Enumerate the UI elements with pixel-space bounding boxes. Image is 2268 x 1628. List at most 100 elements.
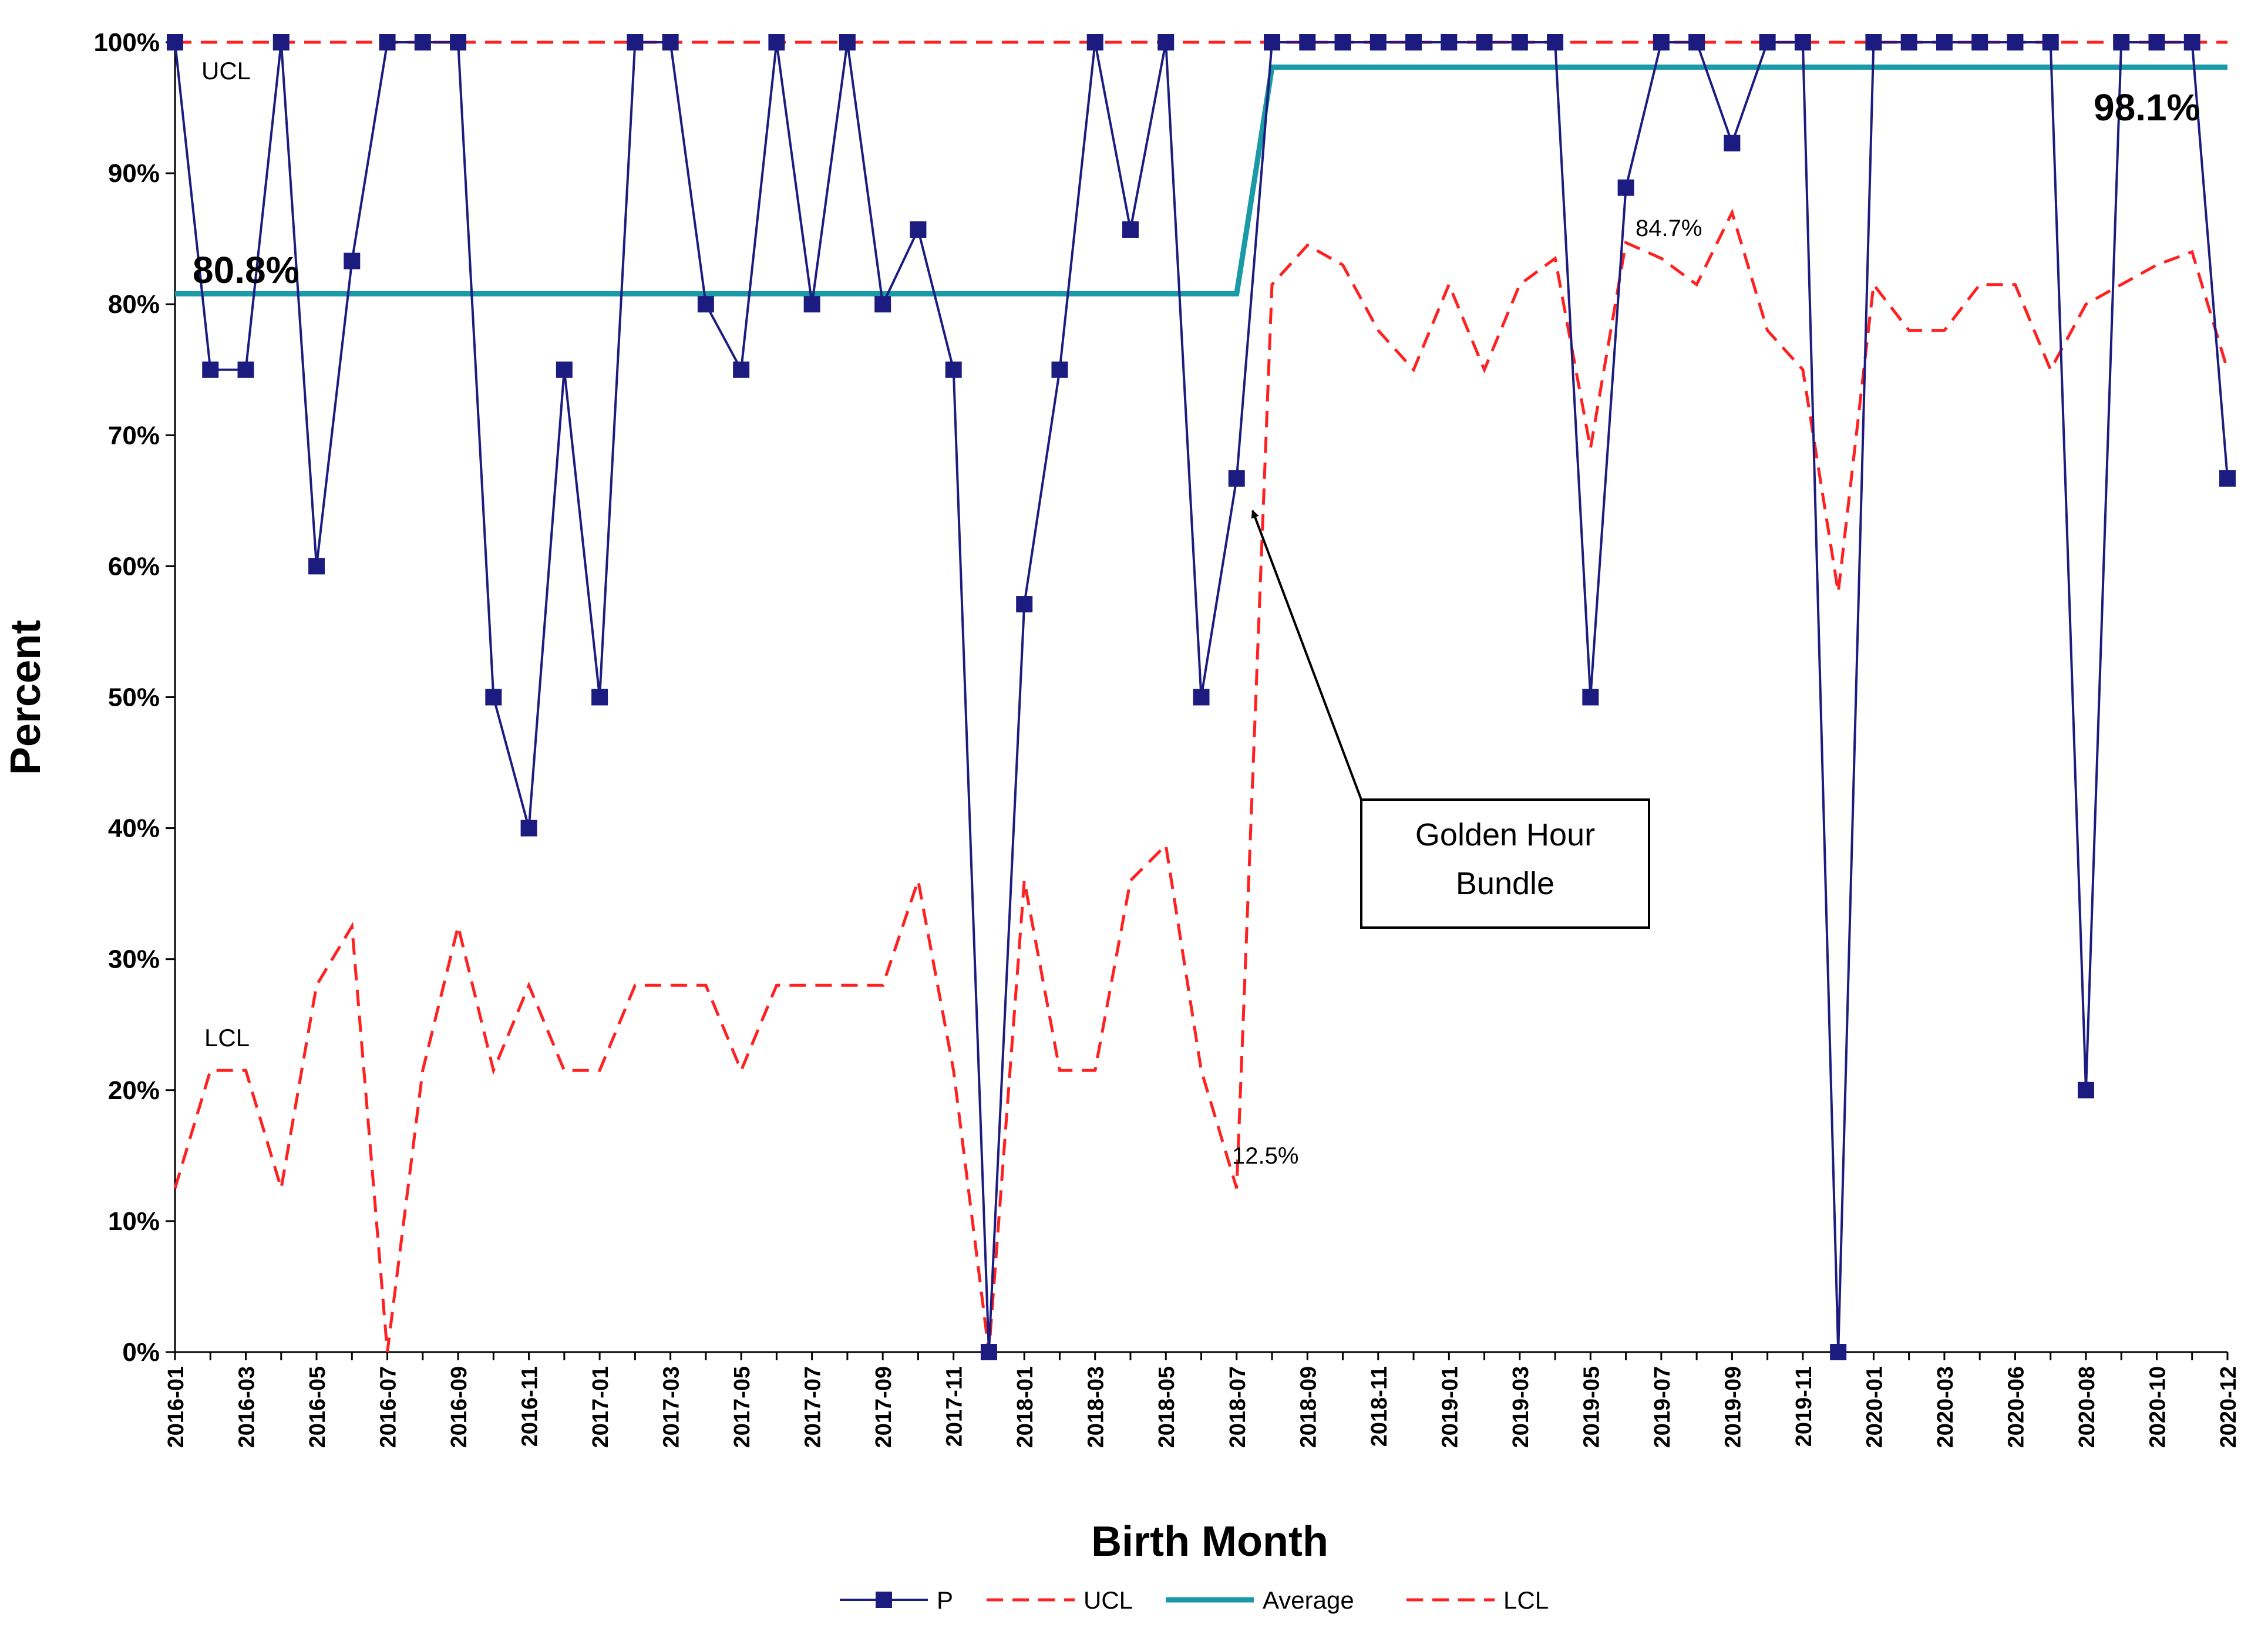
- p-data-point: [1405, 34, 1422, 50]
- p-data-point: [1724, 134, 1741, 151]
- p-data-point: [2042, 34, 2059, 50]
- p-data-point: [1653, 34, 1670, 50]
- p-data-point: [803, 296, 820, 313]
- x-tick-label: 2018-11: [1367, 1366, 1392, 1447]
- legend-label-ucl: UCL: [1083, 1586, 1133, 1614]
- x-tick-label: 2017-03: [659, 1366, 684, 1448]
- p-data-point: [1547, 34, 1564, 50]
- p-data-point: [2219, 470, 2236, 487]
- p-data-point: [1086, 34, 1103, 50]
- p-data-point: [1264, 34, 1281, 50]
- p-data-point: [1865, 34, 1882, 50]
- x-tick-label: 2016-09: [447, 1366, 472, 1448]
- x-tick-label: 2017-07: [801, 1366, 826, 1448]
- p-data-point: [910, 221, 927, 238]
- y-axis-title: Percent: [2, 620, 49, 775]
- p-data-point: [556, 361, 573, 378]
- x-tick-label: 2017-01: [588, 1366, 613, 1448]
- p-data-point: [237, 361, 254, 378]
- p-data-point: [1971, 34, 1988, 50]
- x-tick-label: 2016-05: [305, 1366, 330, 1448]
- x-tick-label: 2020-03: [1933, 1366, 1958, 1448]
- p-data-point: [520, 820, 537, 837]
- series-lcl-line: [173, 208, 2229, 1353]
- p-data-point: [272, 34, 290, 50]
- p-data-point: [1369, 34, 1387, 50]
- x-tick-label: 2017-11: [943, 1366, 967, 1447]
- callout-arrow: [1251, 510, 1362, 800]
- y-tick-label: 100%: [93, 28, 160, 57]
- x-tick-label: 2018-09: [1296, 1366, 1321, 1448]
- p-data-point: [1157, 34, 1175, 50]
- y-tick-label: 40%: [108, 814, 160, 843]
- x-tick-label: 2020-01: [1862, 1366, 1887, 1448]
- y-tick-label: 0%: [122, 1338, 160, 1367]
- legend: P UCL Average LCL: [840, 1586, 1549, 1614]
- p-data-point: [1900, 34, 1917, 50]
- p-data-point: [733, 361, 750, 378]
- y-tick-label: 50%: [108, 683, 160, 712]
- callout-box: [1360, 798, 1650, 929]
- p-data-point: [1794, 34, 1811, 50]
- p-data-point: [1476, 34, 1493, 50]
- y-tick-label: 10%: [108, 1207, 160, 1236]
- p-data-point: [344, 252, 361, 269]
- p-data-point: [1759, 34, 1776, 50]
- p-data-point: [1193, 689, 1210, 706]
- p-data-point: [2148, 34, 2165, 50]
- x-tick-label: 2016-11: [518, 1366, 543, 1447]
- p-data-point: [2183, 34, 2200, 50]
- p-data-point: [1830, 1344, 1847, 1360]
- p-data-point: [627, 34, 644, 50]
- p-data-point: [2077, 1081, 2094, 1098]
- x-tick-label: 2019-09: [1721, 1366, 1745, 1448]
- x-tick-label: 2016-03: [235, 1366, 260, 1448]
- y-axis: 0% 10% 20% 30% 40% 50% 60% 70% 80% 90% 100%: [93, 28, 176, 1367]
- p-data-point: [2113, 34, 2130, 50]
- x-tick-label: 2017-05: [730, 1366, 755, 1448]
- x-tick-label: 2020-08: [2075, 1366, 2099, 1448]
- x-tick-label: 2018-07: [1226, 1366, 1250, 1448]
- p-data-point: [945, 361, 962, 378]
- series-average-line: [175, 64, 2227, 296]
- callout-line-2: Bundle: [1456, 866, 1554, 901]
- p-data-point: [2007, 34, 2024, 50]
- p-data-point: [980, 1344, 997, 1360]
- p-data-point: [1441, 34, 1458, 50]
- p-data-point: [1582, 689, 1599, 706]
- x-tick-label: 2018-03: [1084, 1366, 1109, 1448]
- p-data-point: [167, 34, 183, 50]
- p-data-point: [1051, 361, 1068, 378]
- legend-label-average: Average: [1263, 1586, 1354, 1614]
- lcl-point-label: 12.5%: [1232, 1143, 1298, 1169]
- lcl-peak-label: 84.7%: [1636, 215, 1702, 241]
- callout: Golden Hour Bundle: [1251, 510, 1650, 929]
- lcl-label: LCL: [204, 1024, 250, 1051]
- p-data-point: [1617, 179, 1634, 196]
- p-data-point: [1016, 596, 1033, 613]
- p-data-point: [1122, 221, 1139, 238]
- x-tick-label: 2018-05: [1155, 1366, 1179, 1448]
- y-tick-label: 80%: [108, 290, 160, 319]
- ucl-label: UCL: [201, 57, 251, 85]
- p-data-point: [414, 34, 431, 50]
- p-data-point: [1688, 34, 1705, 50]
- avg-before-label: 80.8%: [193, 249, 299, 291]
- p-data-point: [1299, 34, 1316, 50]
- p-data-point: [697, 296, 714, 313]
- p-markers: [167, 34, 2236, 1360]
- p-data-point: [1936, 34, 1953, 50]
- legend-marker-p: [876, 1592, 892, 1608]
- callout-line-1: Golden Hour: [1415, 817, 1595, 852]
- p-data-point: [874, 296, 891, 313]
- p-data-point: [662, 34, 679, 50]
- y-tick-label: 90%: [108, 159, 160, 188]
- p-data-point: [1334, 34, 1351, 50]
- x-tick-label: 2019-11: [1792, 1366, 1816, 1447]
- p-data-point: [379, 34, 396, 50]
- x-axis-title: Birth Month: [1091, 1518, 1328, 1565]
- x-tick-label: 2019-03: [1509, 1366, 1533, 1448]
- legend-label-lcl: LCL: [1503, 1586, 1549, 1614]
- y-tick-label: 30%: [108, 945, 160, 974]
